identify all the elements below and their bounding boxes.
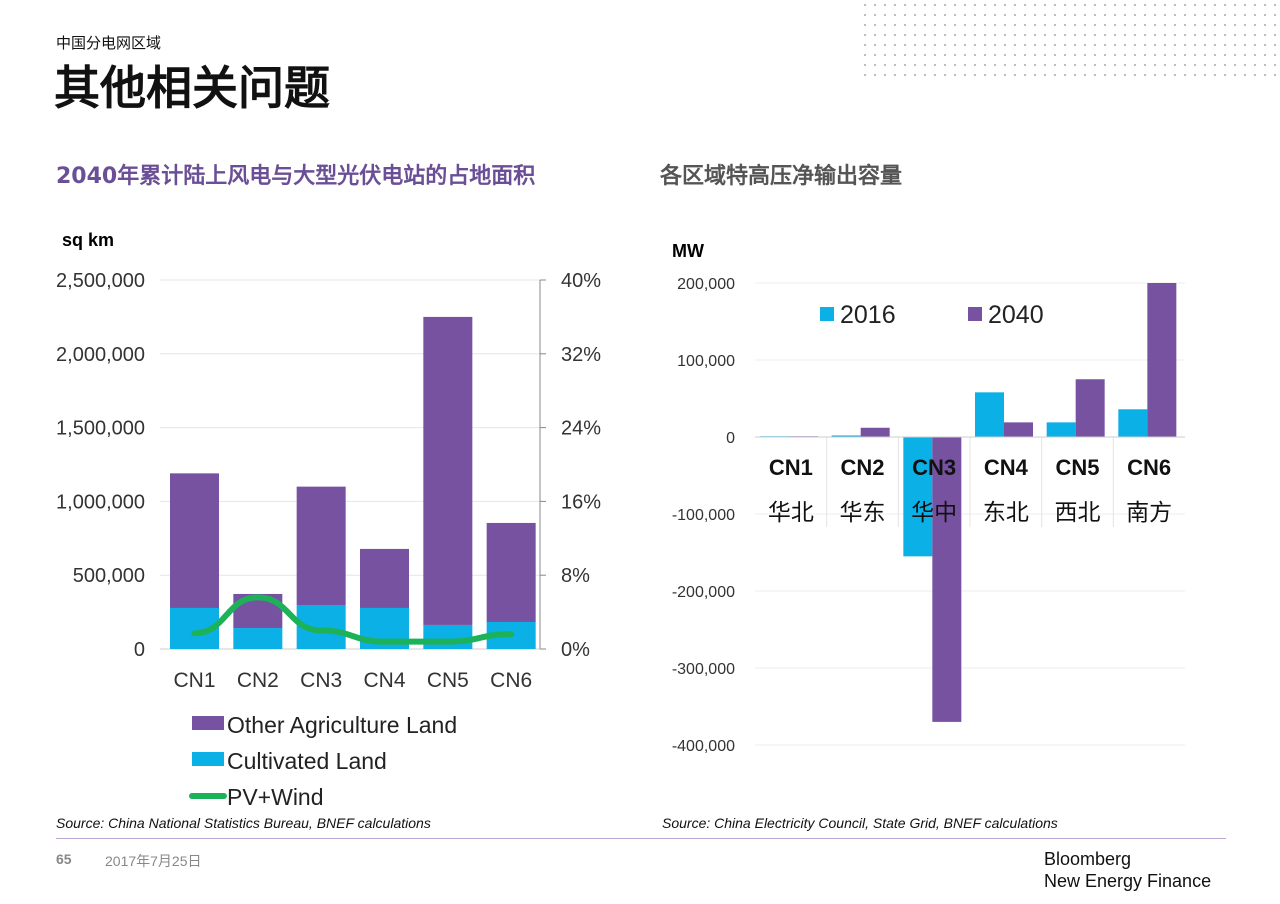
x-tick-label: CN4 (984, 455, 1029, 480)
legend-label: 2016 (840, 301, 896, 329)
y2-tick-label: 8% (561, 565, 590, 587)
legend-swatch (968, 307, 982, 321)
x-tick-label: CN2 (840, 455, 884, 480)
x-tick-label: CN1 (173, 669, 215, 692)
legend-label: Other Agriculture Land (227, 712, 457, 738)
right-chart-title: 各区域特高压净输出容量 (660, 164, 903, 189)
y2-tick-label: 32% (561, 344, 601, 366)
y2-tick-label: 0% (561, 639, 590, 661)
legend-label: 2040 (988, 301, 1044, 329)
page-title: 其他相关问题 (54, 61, 330, 115)
uhv-export-chart: MW 200,000 100,000 0 -100,000 -200,000 -300,00… (672, 241, 1185, 755)
bar-2040 (932, 437, 962, 722)
bar-2016 (903, 437, 933, 557)
x-tick-label: CN5 (427, 669, 469, 692)
y2-tick-label: 24% (561, 418, 601, 440)
y-tick-label: 500,000 (73, 565, 145, 587)
legend-label: Cultivated Land (227, 748, 387, 774)
right-source: Source: China Electricity Council, State… (662, 815, 1058, 831)
bar-2016 (1046, 422, 1076, 437)
y-tick-label: 0 (134, 639, 145, 661)
dot-pattern-decoration (860, 0, 1280, 80)
x-tick-label: CN3 (912, 455, 956, 480)
x-tick-sublabel: 华北 (768, 499, 814, 525)
y-tick-label: -400,000 (672, 738, 735, 755)
bar-other-agriculture-land (296, 486, 346, 606)
x-tick-label: CN6 (1127, 455, 1171, 480)
bar-2016 (975, 392, 1004, 437)
bar-other-agriculture-land (486, 522, 536, 622)
brand-logo: Bloomberg New Energy Finance (1044, 848, 1211, 892)
brand-line2: New Energy Finance (1044, 871, 1212, 891)
bar-other-agriculture-land (360, 548, 409, 608)
x-tick-sublabel: 南方 (1126, 499, 1172, 525)
land-area-chart: sq km 0 0% 500,000 8% 1,000,000 16% 1,500,000 24… (56, 230, 601, 810)
y-tick-label: -100,000 (672, 507, 735, 524)
bar-cultivated-land (233, 628, 283, 649)
y-axis-label: MW (672, 241, 704, 261)
y-axis-label: sq km (62, 230, 114, 250)
x-tick-sublabel: 华东 (840, 499, 886, 525)
bar-2040 (1147, 283, 1177, 437)
bar-2040 (1004, 422, 1033, 437)
page-number: 65 (56, 851, 72, 867)
y-tick-label: -300,000 (672, 661, 735, 678)
x-tick-sublabel: 西北 (1055, 499, 1101, 525)
section-subtitle: 中国分电网区域 (56, 35, 162, 52)
bar-2040 (860, 427, 890, 437)
footer-date: 2017年7月25日 (105, 853, 202, 869)
left-source: Source: China National Statistics Bureau… (56, 815, 431, 831)
x-tick-label: CN3 (300, 669, 342, 692)
bar-2016 (831, 435, 861, 437)
x-tick-label: CN5 (1055, 455, 1099, 480)
y2-tick-label: 40% (561, 270, 601, 292)
x-tick-label: CN1 (769, 455, 813, 480)
legend-label: PV+Wind (227, 784, 324, 810)
legend-swatch (820, 307, 834, 321)
x-tick-sublabel: 东北 (983, 499, 1029, 525)
legend-swatch (192, 752, 224, 766)
y-tick-label: -200,000 (672, 584, 735, 601)
footer-divider (56, 838, 1226, 839)
y-tick-label: 2,000,000 (56, 344, 145, 366)
y-tick-label: 0 (726, 430, 735, 447)
y-tick-label: 1,500,000 (56, 418, 145, 440)
y-tick-label: 1,000,000 (56, 491, 145, 513)
x-tick-sublabel: 华中 (911, 499, 957, 525)
y-tick-label: 200,000 (677, 276, 735, 293)
x-tick-label: CN6 (490, 669, 532, 692)
x-tick-label: CN4 (363, 669, 405, 692)
left-chart-title: 2040年累计陆上风电与大型光伏电站的占地面积 (56, 164, 536, 189)
bar-other-agriculture-land (423, 316, 473, 625)
bar-2040 (1075, 379, 1105, 437)
legend-swatch (192, 716, 224, 730)
y-tick-label: 100,000 (677, 353, 735, 370)
y-tick-label: 2,500,000 (56, 270, 145, 292)
y2-tick-label: 16% (561, 491, 601, 513)
bar-2016 (1118, 409, 1148, 437)
brand-line1: Bloomberg (1044, 849, 1132, 869)
x-tick-label: CN2 (237, 669, 279, 692)
bar-cultivated-land (423, 624, 473, 649)
bar-other-agriculture-land (170, 473, 219, 608)
line-pv-wind (191, 594, 515, 645)
